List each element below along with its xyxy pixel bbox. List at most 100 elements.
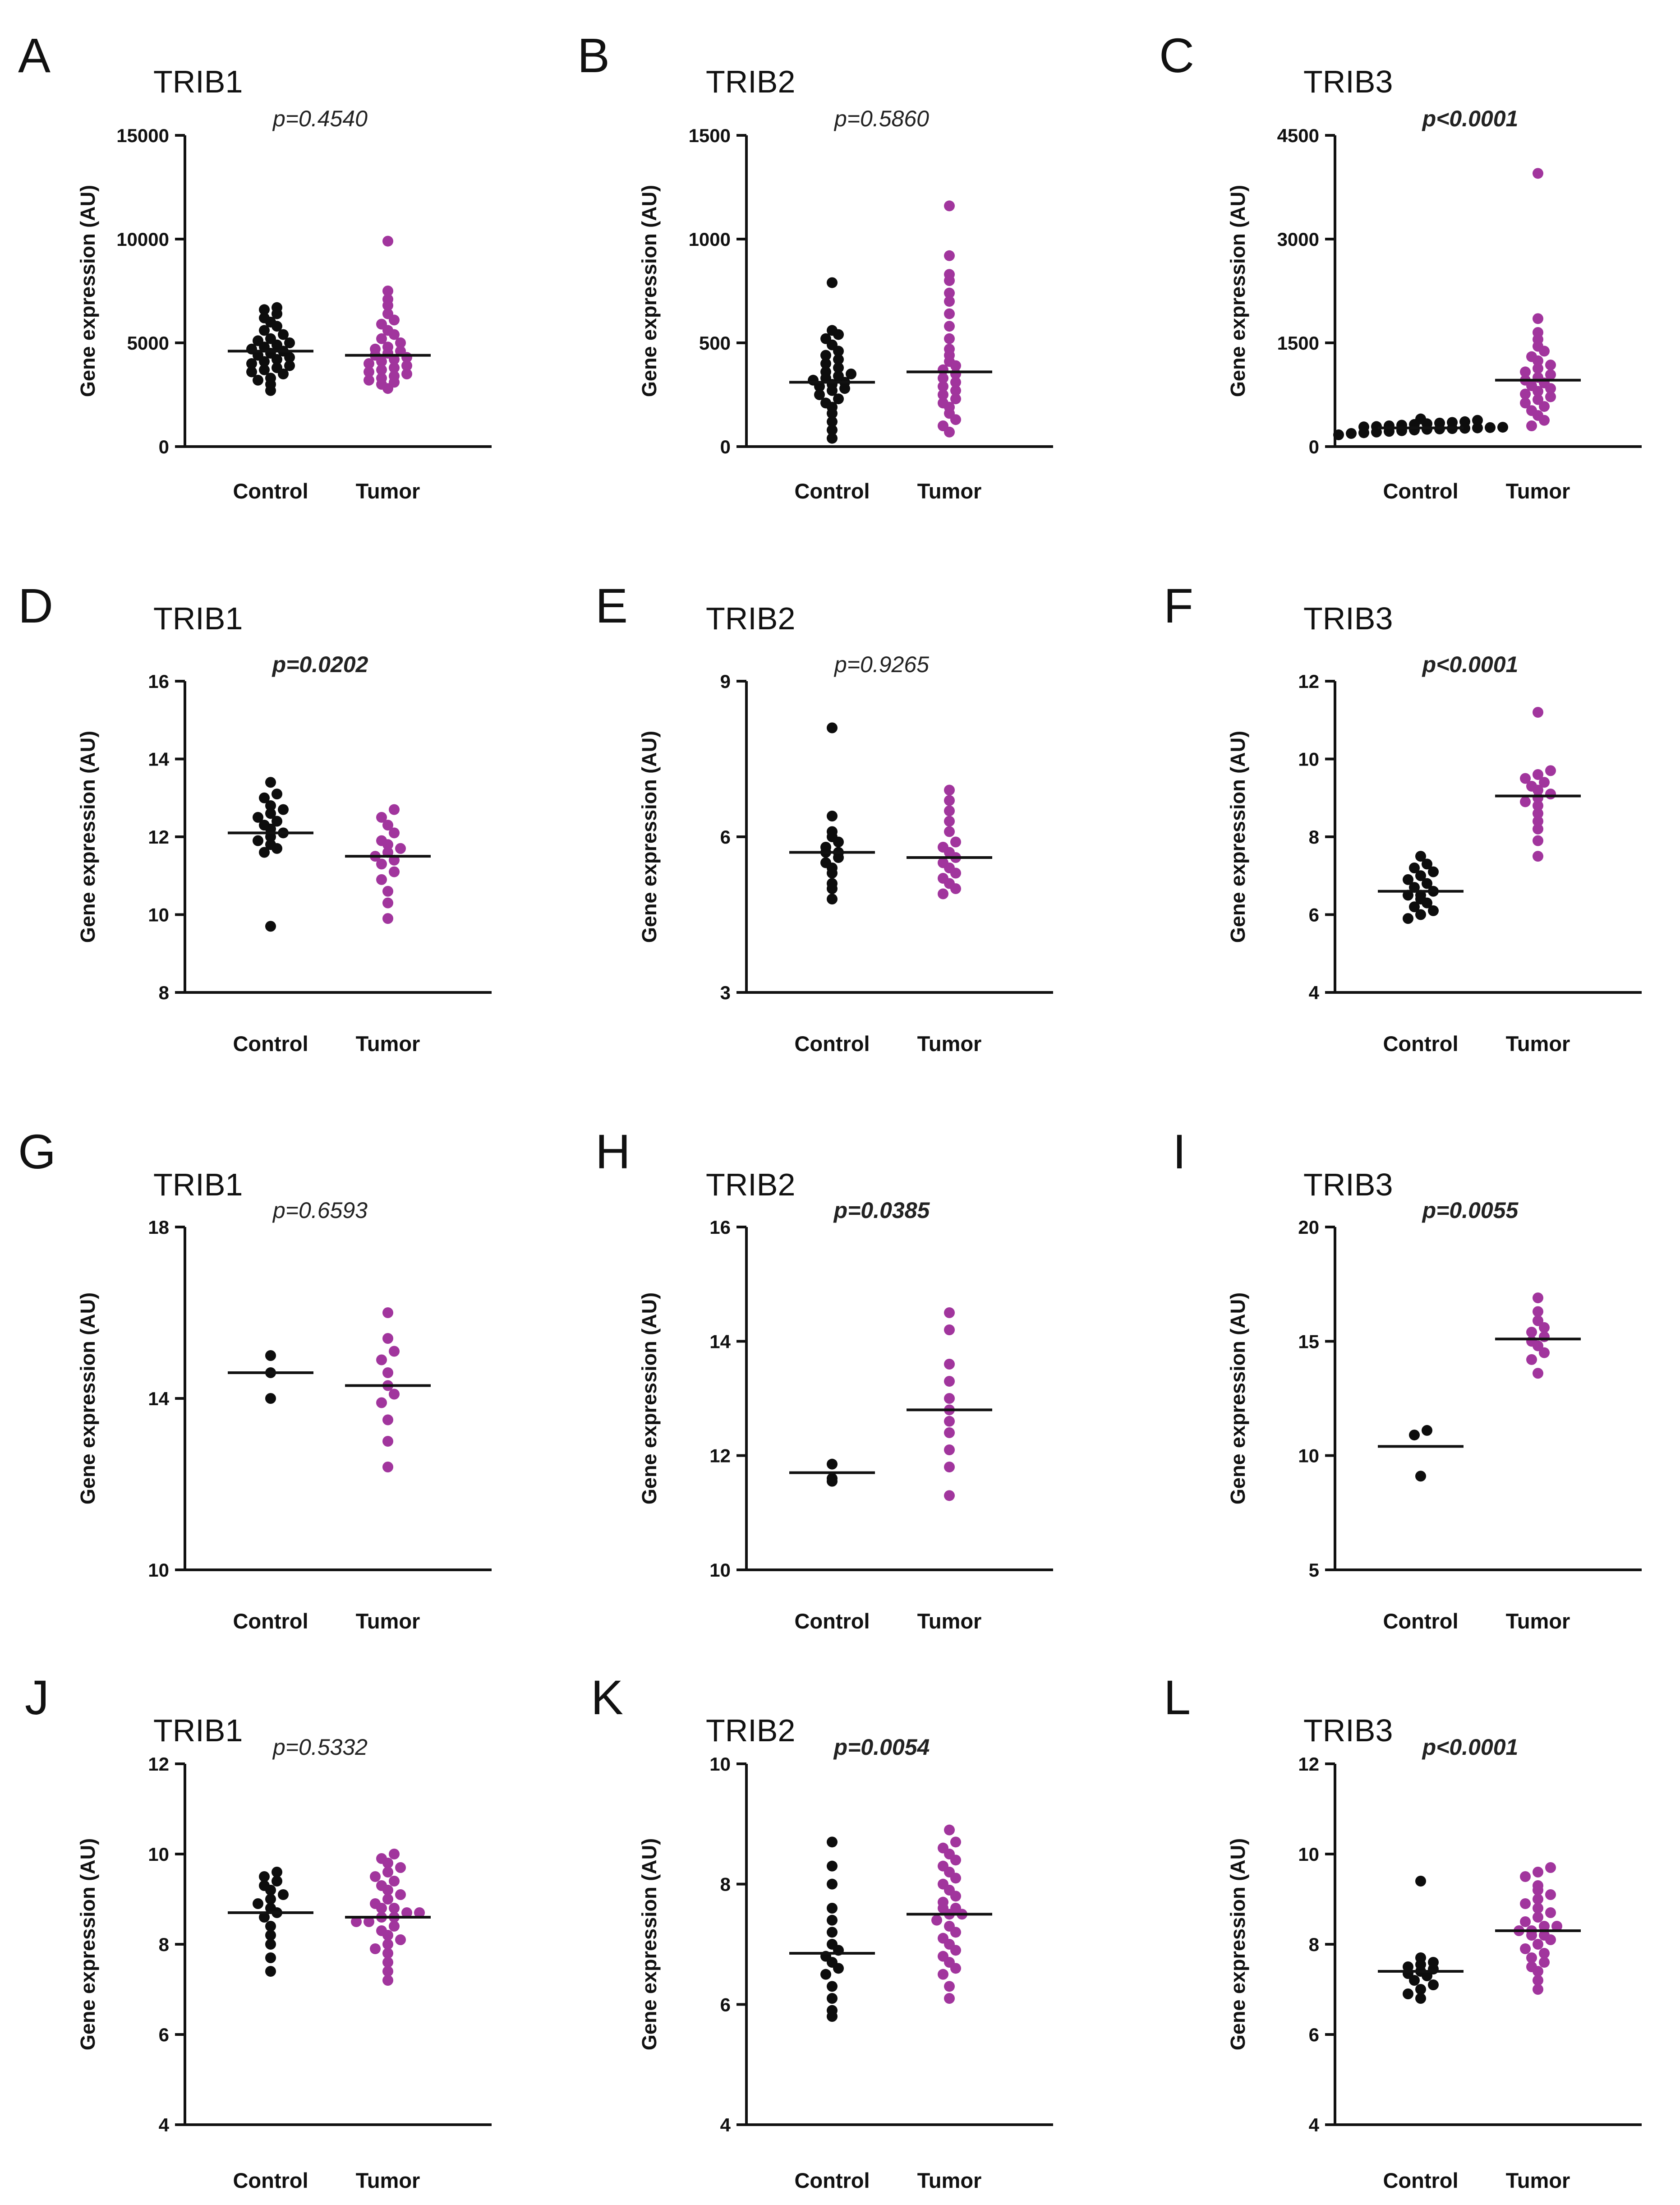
data-point <box>1428 866 1439 877</box>
data-point <box>1533 851 1543 862</box>
x-category-label: Tumor <box>917 1032 982 1056</box>
y-tick-label: 1000 <box>689 229 731 250</box>
panel-A: A TRIB1 p=0.4540 0 5000 10000 15000 Gene expres… <box>18 28 492 503</box>
panel-E: E TRIB2 p=0.9265 3 6 9 Gene expression (AU) Con… <box>595 578 1053 1056</box>
x-category-label: Tumor <box>1506 479 1570 503</box>
panel-title: TRIB1 <box>153 601 243 636</box>
y-tick-label: 10 <box>148 904 169 926</box>
data-point <box>1533 1368 1543 1379</box>
data-point <box>382 1333 393 1344</box>
data-point <box>253 835 263 846</box>
data-point <box>272 362 282 374</box>
y-tick-label: 12 <box>148 826 169 848</box>
data-point <box>382 286 393 296</box>
p-value: p=0.9265 <box>833 652 929 677</box>
x-category-label: Control <box>1383 1032 1458 1056</box>
data-point <box>1533 1939 1543 1950</box>
data-point <box>278 804 289 815</box>
x-category-label: Tumor <box>1506 1032 1570 1056</box>
panel-letter: E <box>595 578 628 633</box>
data-point <box>1533 1315 1543 1326</box>
data-point <box>259 1871 270 1882</box>
data-point <box>827 277 838 288</box>
y-tick-label: 10000 <box>116 229 169 250</box>
data-point <box>376 835 387 846</box>
data-point <box>938 1969 948 1980</box>
y-tick-label: 10 <box>1298 1844 1319 1865</box>
data-point <box>278 1889 289 1900</box>
data-point <box>382 820 393 831</box>
y-tick-label: 16 <box>709 1217 731 1238</box>
y-tick-label: 4500 <box>1277 125 1319 146</box>
data-point <box>1533 1912 1543 1923</box>
data-point <box>1526 351 1537 362</box>
panel-title: TRIB3 <box>1303 1167 1393 1202</box>
data-point <box>944 296 955 307</box>
data-point <box>1526 1327 1537 1338</box>
panel-J: J TRIB1 p=0.5332 4 6 8 10 12 Gene expression (AU… <box>25 1670 492 2192</box>
data-point <box>1539 1921 1550 1932</box>
data-point <box>376 373 387 384</box>
data-point <box>1403 1961 1413 1972</box>
data-point <box>944 1462 955 1472</box>
data-point <box>944 321 955 332</box>
data-point <box>820 358 831 369</box>
data-point <box>1409 1430 1420 1441</box>
data-point <box>395 843 406 854</box>
data-point <box>272 302 282 313</box>
y-axis-label: Gene expression (AU) <box>638 1292 661 1504</box>
data-point <box>1384 420 1395 431</box>
data-point <box>265 1393 276 1404</box>
data-point <box>950 1903 961 1914</box>
data-point <box>272 1867 282 1877</box>
y-tick-label: 0 <box>720 436 731 457</box>
data-point <box>827 1981 838 1992</box>
y-axis-label: Gene expression (AU) <box>76 1292 99 1504</box>
x-category-label: Control <box>233 479 308 503</box>
data-point <box>833 370 844 382</box>
data-point <box>944 1981 955 1992</box>
data-point <box>272 816 282 827</box>
data-point <box>944 1921 955 1932</box>
panel-letter: B <box>577 28 610 83</box>
x-category-label: Tumor <box>356 479 420 503</box>
y-tick-label: 14 <box>148 1388 169 1409</box>
data-point <box>1409 901 1420 913</box>
y-tick-label: 10 <box>148 1559 169 1581</box>
data-point <box>1533 1984 1543 1995</box>
data-point <box>1526 405 1537 416</box>
data-point <box>1520 773 1531 784</box>
data-point <box>389 1876 400 1887</box>
data-point <box>259 847 270 858</box>
data-point <box>827 878 838 889</box>
panel-K: K TRIB2 p=0.0054 4 6 8 10 Gene expression (AU) C… <box>591 1670 1053 2192</box>
y-tick-label: 10 <box>709 1753 731 1775</box>
panel-title: TRIB3 <box>1303 601 1393 636</box>
panel-H: H TRIB2 p=0.0385 10 12 14 16 Gene expression (A… <box>595 1124 1053 1633</box>
y-axis-label: Gene expression (AU) <box>76 185 99 397</box>
data-point <box>1526 1952 1537 1963</box>
panel-D: D TRIB1 p=0.0202 8 10 12 14 16 Gene expression (… <box>18 578 492 1056</box>
p-value: p<0.0001 <box>1422 106 1519 131</box>
data-point <box>376 333 387 344</box>
y-axis-label: Gene expression (AU) <box>638 731 661 943</box>
data-point <box>808 374 819 386</box>
p-value: p=0.5860 <box>833 106 929 131</box>
y-tick-label: 9 <box>720 671 731 692</box>
y-tick-label: 4 <box>720 2114 731 2136</box>
data-point <box>395 1934 406 1945</box>
data-point <box>827 1993 838 2004</box>
data-point <box>944 795 955 806</box>
data-point <box>944 1427 955 1438</box>
y-tick-label: 0 <box>1309 436 1319 457</box>
data-point <box>938 397 948 409</box>
x-category-label: Control <box>794 479 870 503</box>
x-category-label: Control <box>794 1032 870 1056</box>
data-point <box>938 1951 948 1962</box>
data-point <box>376 858 387 870</box>
y-tick-label: 15000 <box>116 125 169 146</box>
data-point <box>944 826 955 837</box>
panel-G: G TRIB1 p=0.6593 10 14 18 Gene expression (AU)… <box>18 1124 492 1633</box>
data-point <box>382 235 393 247</box>
y-tick-label: 4 <box>1309 982 1320 1003</box>
